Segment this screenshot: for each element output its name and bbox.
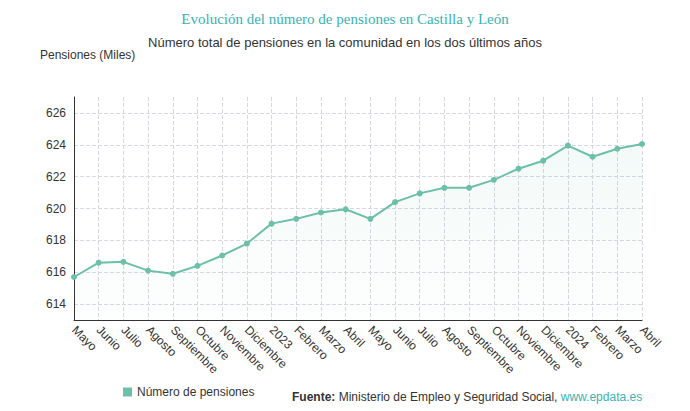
svg-text:Septiembre: Septiembre (464, 323, 518, 377)
svg-text:614: 614 (46, 297, 66, 311)
svg-text:624: 624 (46, 138, 66, 152)
svg-text:2023: 2023 (267, 323, 296, 352)
svg-text:2024: 2024 (563, 323, 592, 352)
svg-text:Agosto: Agosto (439, 323, 476, 360)
svg-text:Diciembre: Diciembre (538, 323, 587, 372)
svg-text:Junio: Junio (390, 323, 420, 353)
svg-text:Octubre: Octubre (488, 323, 529, 364)
svg-text:Marzo: Marzo (316, 323, 350, 357)
svg-text:Abril: Abril (637, 323, 664, 350)
svg-text:Julio: Julio (118, 323, 146, 351)
svg-text:Mayo: Mayo (365, 323, 396, 354)
svg-text:620: 620 (46, 202, 66, 216)
svg-text:Julio: Julio (415, 323, 443, 351)
svg-text:Evolución del número de pensio: Evolución del número de pensiones en Cas… (181, 11, 509, 27)
svg-text:Junio: Junio (94, 323, 124, 353)
svg-text:Mayo: Mayo (69, 323, 100, 354)
svg-text:622: 622 (46, 170, 66, 184)
svg-text:616: 616 (46, 265, 66, 279)
svg-text:Noviembre: Noviembre (217, 323, 269, 374)
svg-text:Pensiones (Miles): Pensiones (Miles) (40, 48, 135, 62)
svg-text:Agosto: Agosto (143, 323, 180, 360)
svg-text:Número de pensiones: Número de pensiones (137, 385, 254, 399)
svg-text:Febrero: Febrero (587, 323, 628, 363)
svg-text:Febrero: Febrero (291, 323, 331, 363)
svg-text:Abril: Abril (341, 323, 368, 350)
svg-text:Noviembre: Noviembre (513, 323, 565, 374)
svg-text:Número total de pensiones en l: Número total de pensiones en la comunida… (148, 35, 542, 50)
svg-text:Ministerio de Empleo y Segurid: Ministerio de Empleo y Seguridad Social, (339, 390, 558, 404)
svg-text:Octubre: Octubre (192, 323, 233, 364)
svg-text:626: 626 (46, 106, 66, 120)
svg-text:618: 618 (46, 233, 66, 247)
svg-text:Septiembre: Septiembre (167, 323, 222, 377)
svg-text:www.epdata.es: www.epdata.es (560, 390, 642, 404)
svg-text:Marzo: Marzo (612, 323, 646, 357)
svg-text:Diciembre: Diciembre (241, 323, 290, 372)
svg-text:Fuente:: Fuente: (292, 390, 335, 404)
